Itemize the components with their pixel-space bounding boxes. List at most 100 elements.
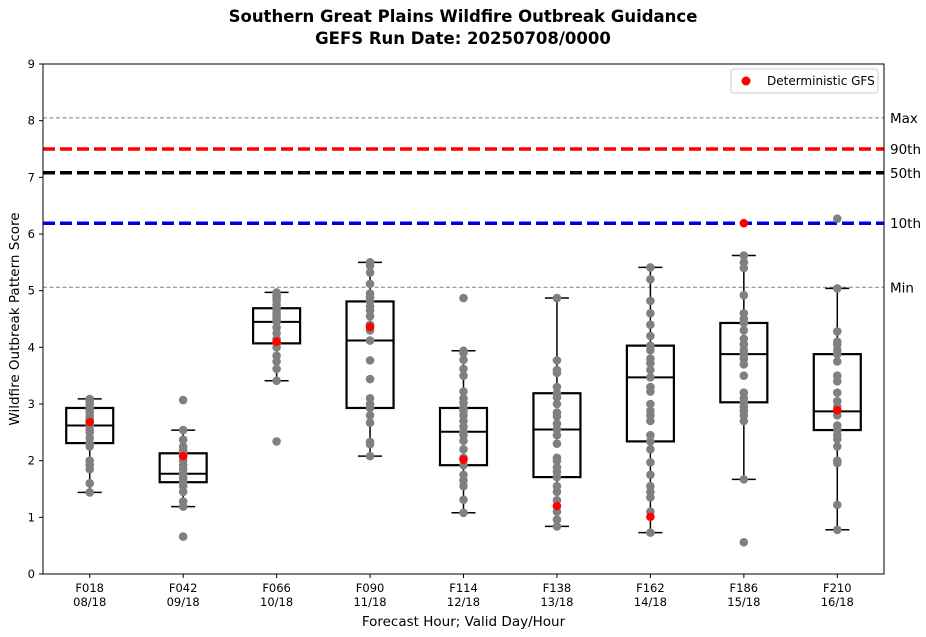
- ensemble-member-point: [832, 357, 842, 366]
- chart-title-line2: GEFS Run Date: 20250708/0000: [315, 29, 611, 48]
- ensemble-member-point: [365, 268, 375, 277]
- chart-title: Southern Great Plains Wildfire Outbreak …: [0, 6, 926, 50]
- y-tick-label: 1: [28, 510, 35, 524]
- ensemble-member-point: [646, 430, 655, 440]
- ensemble-member-point: [459, 364, 468, 374]
- ensemble-member-point: [552, 388, 562, 398]
- ensemble-member-point: [365, 418, 375, 428]
- ensemble-member-point: [365, 411, 375, 420]
- x-tick-label-hour: F018: [75, 581, 104, 595]
- ensemble-member-point: [646, 354, 655, 363]
- ensemble-member-point: [365, 336, 375, 345]
- ensemble-member-point: [459, 470, 468, 480]
- y-tick-label: 7: [28, 170, 35, 184]
- ensemble-member-point: [646, 365, 655, 375]
- ensemble-member-point: [552, 408, 562, 417]
- ensemble-member-point: [646, 309, 655, 318]
- ensemble-member-point: [365, 437, 375, 447]
- x-tick-label-hour: F042: [169, 581, 198, 595]
- reference-label-min: Min: [890, 280, 914, 296]
- ensemble-member-point: [739, 371, 749, 380]
- ensemble-member-point: [832, 421, 842, 430]
- y-tick-label: 9: [28, 57, 35, 71]
- ensemble-member-point: [85, 394, 95, 404]
- ensemble-member-point: [178, 425, 188, 435]
- ensemble-member-point: [178, 497, 188, 506]
- ensemble-member-point: [178, 532, 188, 541]
- reference-label-max: Max: [890, 111, 918, 127]
- y-axis-label: Wildfire Outbreak Pattern Score: [7, 212, 23, 425]
- y-tick-label: 8: [28, 114, 35, 128]
- ensemble-member-point: [832, 284, 842, 293]
- ensemble-member-point: [832, 371, 842, 380]
- ensemble-member-point: [85, 456, 95, 465]
- x-tick-label-valid: 09/18: [167, 595, 200, 609]
- ensemble-member-point: [646, 445, 655, 454]
- ensemble-member-point: [365, 258, 375, 267]
- ensemble-member-point: [646, 437, 655, 446]
- x-tick-label-valid: 11/18: [353, 595, 386, 609]
- chart-title-line1: Southern Great Plains Wildfire Outbreak …: [228, 7, 698, 26]
- ensemble-member-point: [552, 356, 562, 365]
- deterministic-point: [272, 337, 281, 346]
- ensemble-member-point: [365, 374, 375, 384]
- ensemble-member-point: [552, 463, 562, 472]
- ensemble-member-point: [459, 293, 468, 303]
- ensemble-member-point: [646, 275, 655, 284]
- ensemble-member-point: [272, 288, 281, 297]
- ensemble-member-point: [646, 320, 655, 329]
- x-tick-label-valid: 14/18: [634, 595, 667, 609]
- legend-frame: [730, 68, 879, 94]
- deterministic-point: [552, 501, 562, 511]
- ensemble-member-point: [178, 435, 188, 445]
- y-tick-label: 2: [28, 454, 35, 468]
- y-tick-label: 0: [28, 567, 35, 581]
- ensemble-member-point: [739, 326, 749, 335]
- ensemble-member-point: [832, 500, 842, 510]
- deterministic-point: [646, 512, 655, 522]
- ensemble-member-point: [832, 442, 842, 451]
- reference-label-50th: 50th: [890, 166, 921, 182]
- ensemble-member-point: [85, 488, 95, 497]
- ensemble-member-point: [739, 251, 749, 260]
- ensemble-member-point: [739, 388, 749, 397]
- ensemble-member-point: [459, 445, 468, 454]
- ensemble-member-point: [739, 290, 749, 300]
- reference-line-labels: Max 90th 50th 10th Min: [890, 111, 921, 296]
- ensemble-member-point: [365, 356, 375, 365]
- ensemble-member-point: [646, 399, 655, 409]
- ensemble-member-point: [646, 263, 655, 272]
- ensemble-member-point: [739, 309, 749, 318]
- x-tick-label-valid: 12/18: [447, 595, 480, 609]
- ensemble-member-point: [646, 406, 655, 416]
- ensemble-member-point: [365, 394, 375, 403]
- ensemble-member-point: [178, 395, 188, 405]
- ensemble-member-point: [832, 214, 842, 223]
- reference-label-10th: 10th: [890, 216, 921, 232]
- x-tick-label-hour: F138: [543, 581, 572, 595]
- ensemble-member-point: [646, 373, 655, 382]
- ensemble-member-point: [459, 371, 468, 380]
- x-tick-label-hour: F186: [730, 581, 759, 595]
- x-tick-label-hour: F090: [356, 581, 385, 595]
- x-axis-label: Forecast Hour; Valid Day/Hour: [362, 614, 566, 630]
- ensemble-member-point: [739, 258, 749, 267]
- reference-lines: [43, 117, 884, 288]
- x-tick-label-hour: F162: [636, 581, 665, 595]
- x-tick-label-hour: F114: [449, 581, 478, 595]
- x-tick-label-valid: 08/18: [73, 595, 106, 609]
- x-tick-label-hour: F210: [823, 581, 852, 595]
- legend-deterministic-label: Deterministic GFS: [767, 74, 875, 88]
- ensemble-member-point: [552, 419, 562, 429]
- ensemble-member-point: [739, 537, 749, 547]
- ensemble-member-point: [85, 479, 95, 488]
- ensemble-member-point: [646, 528, 655, 537]
- ensemble-member-point: [552, 382, 562, 392]
- ensemble-member-point: [552, 293, 562, 303]
- x-tick-label-valid: 16/18: [821, 595, 854, 609]
- y-tick-label: 5: [28, 284, 35, 298]
- ensemble-member-point: [646, 470, 655, 480]
- ensemble-member-point: [646, 331, 655, 341]
